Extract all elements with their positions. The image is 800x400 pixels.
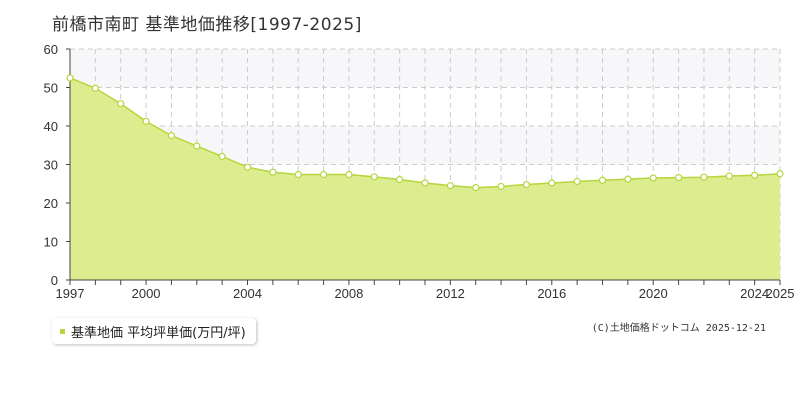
x-tick-label: 2020 bbox=[639, 286, 668, 301]
data-point bbox=[548, 179, 556, 187]
data-point bbox=[396, 175, 404, 184]
data-point bbox=[370, 173, 378, 181]
data-point bbox=[193, 142, 201, 150]
data-point bbox=[700, 173, 708, 181]
data-points bbox=[66, 74, 784, 192]
data-point bbox=[751, 171, 759, 179]
y-tick-label: 30 bbox=[44, 158, 58, 173]
x-tick-label: 2024 bbox=[740, 286, 769, 301]
x-tick-label: 2025 bbox=[766, 286, 795, 301]
y-tick-label: 10 bbox=[44, 235, 58, 250]
copyright-text: (C)土地価格ドットコム 2025-12-21 bbox=[591, 323, 766, 334]
y-tick-label: 20 bbox=[44, 196, 58, 211]
data-point bbox=[598, 176, 607, 184]
data-point bbox=[649, 174, 657, 182]
y-tick-label: 0 bbox=[51, 273, 58, 288]
x-tick-label: 2004 bbox=[233, 286, 262, 301]
data-point bbox=[497, 182, 505, 191]
x-tick-label: 2012 bbox=[436, 286, 465, 301]
data-point bbox=[725, 172, 733, 180]
y-tick-label: 60 bbox=[44, 42, 58, 57]
legend-swatch bbox=[60, 328, 65, 334]
data-point bbox=[573, 177, 581, 186]
data-point bbox=[294, 170, 302, 179]
tick-labels: 0 10 20 30 40 50 60 1997 2000 2004 2008 2012 2016 202… bbox=[44, 42, 795, 301]
data-point bbox=[167, 132, 176, 140]
data-point bbox=[91, 84, 99, 92]
data-point bbox=[472, 184, 480, 192]
data-point bbox=[674, 173, 683, 182]
data-point bbox=[66, 74, 74, 82]
data-point bbox=[421, 179, 429, 187]
legend-label: 基準地価 平均坪単価(万円/坪) bbox=[71, 325, 246, 341]
x-tick-label: 2016 bbox=[537, 286, 566, 301]
data-point bbox=[117, 100, 125, 108]
chart-title: 前橋市南町 基準地価推移[1997-2025] bbox=[52, 15, 362, 35]
legend: 基準地価 平均坪単価(万円/坪) bbox=[52, 318, 256, 344]
data-point bbox=[522, 180, 531, 189]
x-tick-label: 2000 bbox=[132, 286, 161, 301]
data-point bbox=[624, 175, 632, 183]
y-tick-label: 40 bbox=[44, 119, 58, 134]
x-tick-label: 1997 bbox=[56, 286, 85, 301]
y-tick-label: 50 bbox=[44, 81, 58, 96]
data-point bbox=[776, 170, 784, 178]
data-point bbox=[345, 170, 353, 179]
data-point bbox=[319, 170, 328, 179]
data-point bbox=[218, 152, 226, 161]
data-point bbox=[142, 117, 150, 125]
x-tick-label: 2008 bbox=[334, 286, 363, 301]
data-point bbox=[269, 168, 277, 176]
data-point bbox=[446, 182, 454, 190]
data-point bbox=[243, 163, 252, 171]
axes bbox=[66, 48, 781, 285]
area-fill bbox=[70, 77, 780, 280]
